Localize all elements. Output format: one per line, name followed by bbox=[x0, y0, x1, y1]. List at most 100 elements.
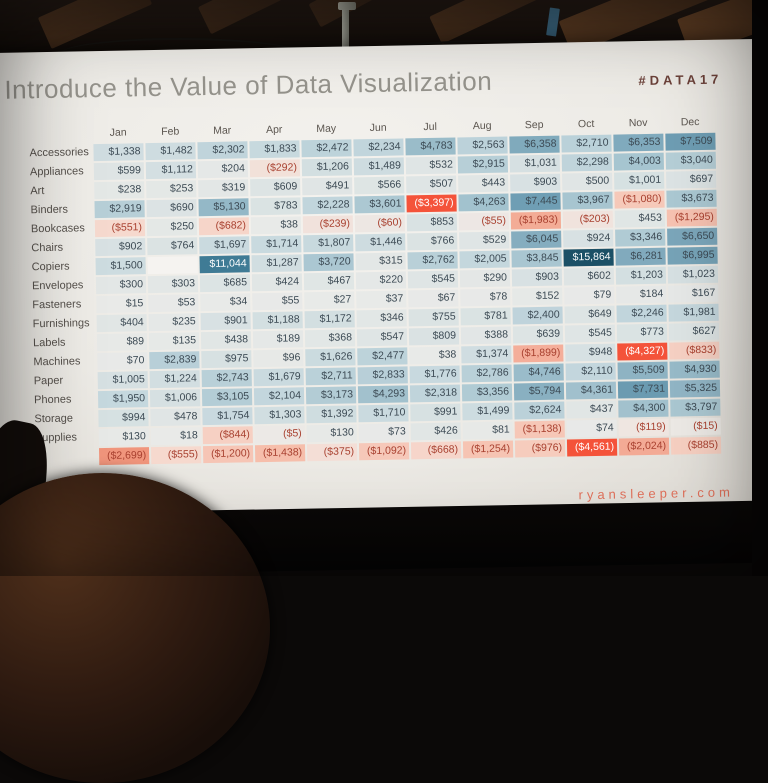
heatmap-cell: $532 bbox=[405, 156, 457, 175]
heatmap-cell: $3,040 bbox=[665, 151, 716, 170]
heatmap-cell: $690 bbox=[146, 199, 197, 218]
heatmap-cell: $38 bbox=[409, 346, 460, 365]
heatmap-cell: ($1,138) bbox=[514, 420, 565, 439]
screen-right-edge bbox=[752, 0, 768, 576]
row-label: Chairs bbox=[31, 241, 64, 255]
heatmap-cell: $250 bbox=[146, 218, 198, 237]
month-header-cell: Apr bbox=[265, 123, 283, 136]
heatmap-cell: $1,031 bbox=[509, 154, 561, 173]
heatmap-cell: ($555) bbox=[150, 446, 202, 465]
heatmap-cell: $38 bbox=[250, 216, 302, 235]
heatmap-cell: $2,833 bbox=[357, 366, 408, 385]
heatmap-cell: $3,797 bbox=[670, 398, 721, 417]
heatmap-cell: $70 bbox=[97, 352, 148, 371]
row-label: Art bbox=[30, 185, 45, 198]
heatmap-cell: $438 bbox=[200, 331, 252, 350]
heatmap-cell: $53 bbox=[148, 294, 199, 313]
heatmap-cell: $697 bbox=[666, 170, 717, 189]
heatmap-cell: $500 bbox=[562, 172, 613, 191]
month-header-cell: Feb bbox=[161, 125, 180, 138]
heatmap-cell: $491 bbox=[302, 177, 353, 196]
heatmap-cell: $1,006 bbox=[149, 389, 201, 408]
heatmap-cell: $1,697 bbox=[199, 236, 250, 255]
heatmap-cell: $5,794 bbox=[513, 382, 565, 401]
heatmap-cell: $1,776 bbox=[409, 365, 460, 384]
heatmap-cell: $1,392 bbox=[306, 405, 357, 424]
heatmap-cell: $2,298 bbox=[561, 153, 612, 172]
heatmap-cell: ($2,024) bbox=[618, 437, 670, 456]
row-label: Accessories bbox=[29, 146, 89, 160]
heatmap-cell: $1,710 bbox=[358, 404, 409, 423]
heatmap-cell: $189 bbox=[252, 330, 304, 349]
month-header-cell: Oct bbox=[577, 117, 595, 131]
heatmap-cell: $3,173 bbox=[305, 386, 357, 405]
heatmap-cell: ($3,397) bbox=[406, 194, 457, 213]
heatmap-cell: $7,731 bbox=[617, 380, 669, 399]
heatmap-cell: $1,489 bbox=[353, 157, 405, 176]
heatmap-cell: $78 bbox=[460, 288, 511, 307]
heatmap-cell: $37 bbox=[356, 290, 407, 309]
heatmap-cell: $11,044 bbox=[199, 255, 250, 274]
heatmap-cell: $2,919 bbox=[94, 200, 145, 219]
heatmap-cell: $507 bbox=[406, 175, 457, 194]
heatmap-cell: $2,786 bbox=[461, 364, 512, 383]
heatmap-cell: ($15) bbox=[670, 417, 721, 436]
heatmap-cell: $426 bbox=[410, 422, 461, 441]
ceiling-pipe-elbow bbox=[338, 2, 356, 10]
heatmap-cell: $2,710 bbox=[561, 134, 612, 153]
heatmap-cell: $2,228 bbox=[302, 196, 353, 215]
heatmap-cell: $566 bbox=[354, 176, 405, 195]
heatmap-cell: $1,206 bbox=[301, 158, 353, 177]
heatmap-cell: $766 bbox=[407, 232, 458, 251]
heatmap-cell: $1,172 bbox=[304, 310, 355, 329]
heatmap-cell: $4,361 bbox=[565, 381, 617, 400]
heatmap-cell: $1,499 bbox=[462, 402, 513, 421]
row-label: Envelopes bbox=[31, 279, 84, 293]
month-header-cell: May bbox=[316, 122, 337, 136]
heatmap-cell: $1,981 bbox=[668, 303, 719, 322]
heatmap-cell: $4,300 bbox=[618, 399, 669, 418]
heatmap-cell: $81 bbox=[462, 421, 513, 440]
row-label: Bookcases bbox=[30, 222, 85, 236]
row-label: Phones bbox=[33, 393, 72, 407]
heatmap-cell: ($2,699) bbox=[98, 447, 150, 466]
slide-title: Introduce the Value of Data Visualizatio… bbox=[4, 65, 493, 105]
heatmap-cell: $685 bbox=[199, 274, 251, 293]
heatmap-cell: $1,833 bbox=[249, 140, 300, 159]
heatmap-cell: $529 bbox=[459, 231, 510, 250]
heatmap-cell: $6,045 bbox=[511, 230, 562, 249]
heatmap-cell: $4,263 bbox=[458, 193, 509, 212]
heatmap-cell: $2,400 bbox=[512, 306, 563, 325]
heatmap-cell: $6,995 bbox=[667, 246, 718, 265]
heatmap-cell: $1,338 bbox=[93, 143, 144, 162]
heatmap-cell: $15 bbox=[96, 295, 147, 314]
row-label: Copiers bbox=[31, 260, 70, 274]
heatmap-cell: $2,915 bbox=[457, 155, 509, 174]
heatmap-cell: ($5) bbox=[254, 425, 305, 444]
cable bbox=[380, 40, 600, 68]
heatmap-cell: $1,446 bbox=[355, 233, 406, 252]
heatmap-cell: $3,601 bbox=[354, 195, 405, 214]
heatmap-cell: ($4,561) bbox=[566, 438, 618, 457]
heatmap-cell: $300 bbox=[95, 276, 147, 295]
heatmap-cell: $368 bbox=[304, 329, 356, 348]
heatmap-cell: $238 bbox=[94, 181, 145, 200]
heatmap-cell: $2,762 bbox=[407, 251, 458, 270]
heatmap-cell: $2,563 bbox=[457, 136, 508, 155]
heatmap-cell: $755 bbox=[408, 308, 459, 327]
row-label: Fasteners bbox=[32, 298, 82, 312]
heatmap-cell: $1,005 bbox=[97, 371, 148, 390]
heatmap-cell: $2,472 bbox=[301, 139, 352, 158]
heatmap-cell: $388 bbox=[460, 326, 512, 345]
heatmap-cell: ($1,295) bbox=[666, 208, 718, 227]
heatmap-cell: $4,783 bbox=[405, 137, 456, 156]
heatmap-cell: $2,743 bbox=[201, 369, 252, 388]
heatmap-cell: $7,509 bbox=[665, 132, 716, 151]
heatmap-cell: $3,346 bbox=[615, 228, 666, 247]
heatmap-cell: $1,023 bbox=[667, 265, 719, 284]
month-header-cell: Aug bbox=[472, 119, 492, 133]
heatmap-cell: $2,477 bbox=[357, 347, 408, 366]
heatmap-cell: $1,224 bbox=[149, 370, 200, 389]
heatmap-cell: $781 bbox=[460, 307, 511, 326]
heatmap-cell: $948 bbox=[565, 343, 616, 362]
